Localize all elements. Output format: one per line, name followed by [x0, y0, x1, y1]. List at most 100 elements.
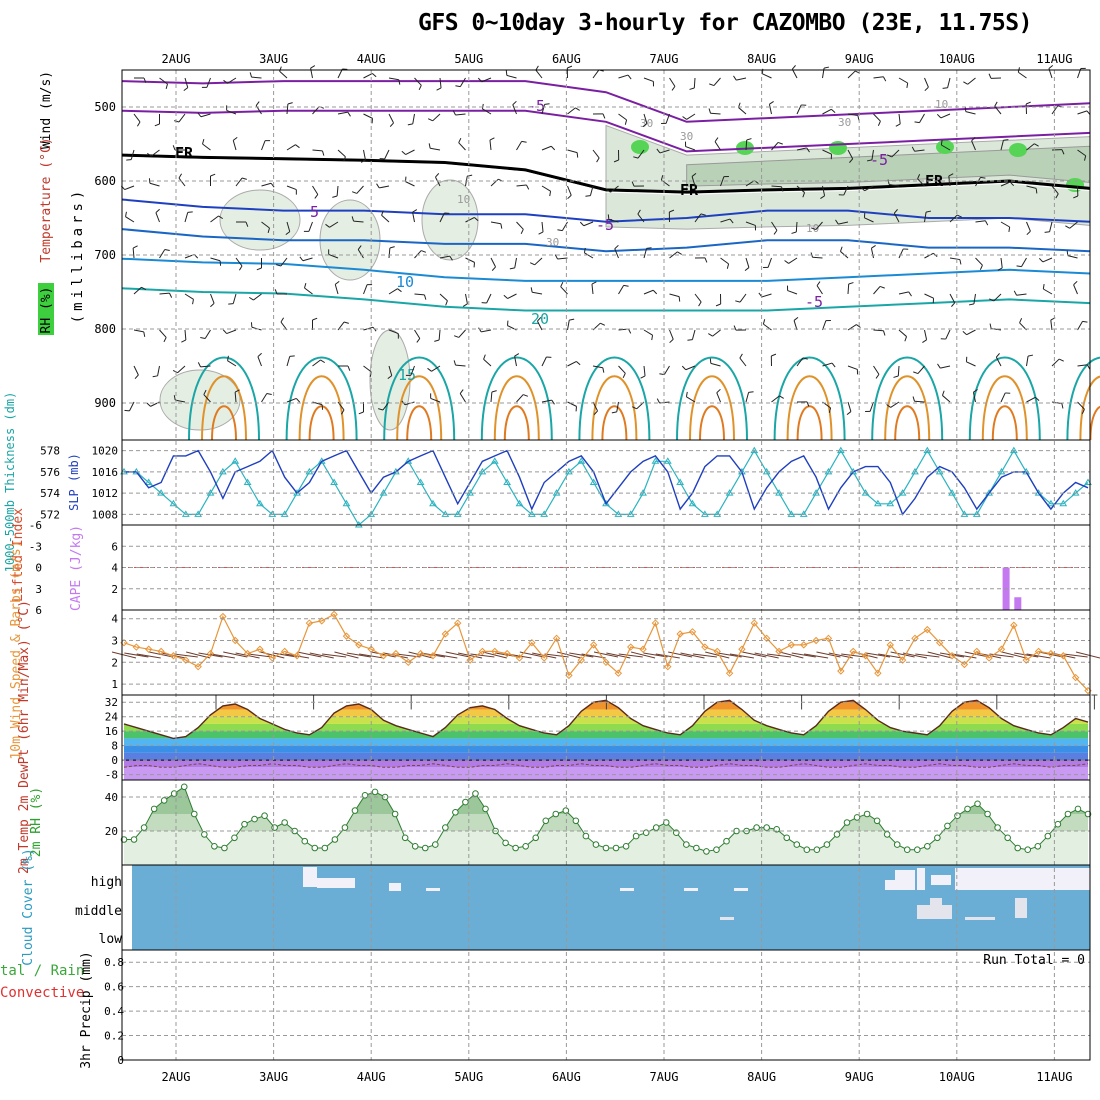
isotherm-25-loop	[884, 375, 931, 441]
temp-color-band	[124, 760, 1088, 768]
wind-barb-flag	[255, 101, 260, 106]
wind-barb	[200, 365, 211, 368]
wind-barb	[1018, 71, 1027, 79]
wind-barb-flag	[691, 172, 697, 177]
wind-barb-flag	[459, 389, 464, 394]
isotherm-25-loop	[298, 375, 345, 441]
wind-barb-flag	[593, 410, 598, 415]
wind-barb	[720, 176, 725, 187]
wind-barb	[710, 362, 721, 367]
wind-barb	[847, 365, 858, 370]
wind-barb-flag	[762, 319, 766, 325]
isotherm-10-line	[121, 257, 1091, 282]
wind-barb-flag	[458, 137, 462, 143]
chart-title: GFS 0~10day 3-hourly for CAZOMBO (23E, 1…	[418, 10, 1032, 36]
cloud-clear-patch	[931, 875, 951, 885]
rh-marker	[853, 814, 861, 821]
wind-axis-label: Wind (m/s)	[39, 71, 54, 149]
wind-barb-flag	[726, 263, 730, 269]
rh-marker	[984, 810, 991, 818]
wind-barb-flag	[802, 357, 808, 360]
run-total-label: Run Total = 0	[983, 953, 1085, 968]
wind-barb-flag	[682, 116, 687, 120]
thickness-marker	[169, 499, 178, 507]
rh-marker	[190, 810, 198, 818]
wind-barb-flag	[942, 87, 948, 89]
wind-barb	[541, 104, 546, 115]
thickness-tick: 572	[40, 508, 60, 521]
wind10m-marker	[701, 643, 709, 651]
wind-barb-flag	[1035, 188, 1038, 194]
rh-marker	[662, 819, 670, 826]
wind-barb-flag	[295, 144, 300, 149]
value-tick: 1	[111, 678, 118, 691]
wind-barb	[353, 220, 364, 223]
wind-barb	[232, 293, 237, 304]
wind-barb-flag	[343, 321, 349, 324]
wind-barb-flag	[192, 299, 194, 305]
wind-barb-flag	[146, 152, 152, 157]
wind-barb	[971, 140, 976, 151]
isotherm-20-loop	[383, 356, 456, 441]
wind-barb	[226, 109, 237, 115]
wind-barb-flag	[462, 303, 468, 307]
rh-marker	[522, 843, 529, 850]
wind-barb	[465, 257, 475, 263]
wind-barb	[822, 149, 832, 155]
wind10m-barb	[136, 653, 161, 659]
wind-barb	[537, 320, 543, 331]
wind10m-marker	[750, 619, 759, 627]
wind-barb	[253, 293, 262, 301]
contour-label: 20	[531, 310, 549, 328]
wind-barb-flag	[143, 77, 147, 83]
wind-barb-flag	[1073, 280, 1078, 286]
wind-barb	[149, 182, 160, 187]
wind10m-barb	[346, 652, 371, 658]
wind-barb	[455, 364, 466, 367]
wind10m-marker	[824, 634, 833, 643]
rh-marker	[893, 841, 901, 848]
precip-tick: 0.8	[104, 956, 124, 969]
contour-label: FR	[680, 181, 699, 199]
value-tick: 32	[105, 696, 118, 709]
wind-barb-flag	[421, 250, 427, 253]
wind-barb-flag	[877, 120, 881, 126]
rh2m-panel	[120, 783, 1092, 865]
wind-barb-flag	[882, 76, 887, 82]
cloud-clear-patch	[317, 878, 341, 888]
wind-barb	[312, 359, 321, 367]
upper-air-rh-fill	[159, 124, 1091, 431]
wind-barb	[822, 185, 826, 196]
wind-barb-flag	[709, 83, 715, 87]
wind-barb-flag	[1065, 225, 1070, 229]
wind-barb-flag	[312, 317, 318, 321]
wind10m-barb	[408, 651, 433, 659]
wind10m-marker	[577, 656, 585, 664]
wind-barb	[560, 286, 568, 295]
wind-barb	[898, 248, 904, 259]
rh-marker	[542, 817, 550, 825]
wind-barb-flag	[340, 409, 345, 415]
wind-barb-flag	[248, 296, 254, 301]
wind10m-barb	[643, 652, 668, 658]
rh-marker	[903, 846, 911, 854]
wind-barb	[898, 113, 901, 124]
wind10m-barb	[445, 651, 470, 658]
wind-barb-flag	[358, 411, 364, 415]
wind-barb-flag	[178, 173, 183, 179]
thickness-tick: 578	[40, 445, 60, 458]
wind-barb-flag	[677, 251, 682, 255]
wind-barb-flag	[1081, 408, 1085, 414]
wind-barb	[312, 106, 320, 115]
wind10m-barb	[816, 651, 841, 658]
upper-air-wind-barbs	[120, 64, 1091, 416]
wind-barb	[490, 391, 493, 403]
wind-barb	[669, 329, 674, 340]
wind-barb-flag	[637, 209, 641, 215]
wind-barb	[1042, 257, 1053, 263]
wind-barb-flag	[611, 411, 617, 414]
wind10m-barb	[198, 652, 223, 658]
wind-barb	[838, 221, 849, 225]
rh-marker	[321, 844, 329, 852]
wind-barb-flag	[241, 177, 247, 180]
